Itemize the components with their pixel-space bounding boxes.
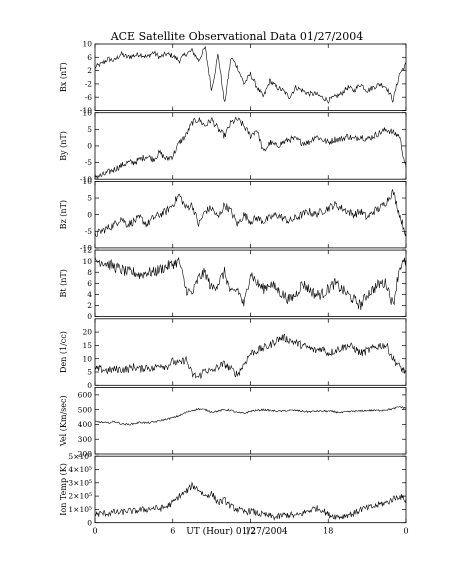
y-tick-label: 200 xyxy=(78,450,93,459)
y-tick-label: 12 xyxy=(82,246,92,255)
panel-2: -10 -5 0 5 10 By (nT) xyxy=(59,108,407,184)
y-tick-label: 5 xyxy=(87,125,92,134)
x-axis-label: UT (Hour) 01/27/2004 xyxy=(186,526,288,537)
x-tick-label: 12 xyxy=(245,527,255,536)
y-tick-label: 15 xyxy=(82,341,92,350)
y-tick-label: -6 xyxy=(85,93,93,102)
y-tick-label: -5 xyxy=(85,158,93,167)
series-line xyxy=(94,333,407,380)
y-tick-label: 10 xyxy=(82,177,92,186)
panel-frame xyxy=(94,43,407,111)
y-tick-label: 1×10⁵ xyxy=(68,505,92,514)
x-tick-label: 18 xyxy=(323,527,333,536)
y-tick-label: -2 xyxy=(85,80,93,89)
y-tick-label: 2×10⁵ xyxy=(68,492,92,501)
y-tick-label: 3×10⁵ xyxy=(68,478,92,487)
series-line xyxy=(94,45,407,104)
series-line xyxy=(94,481,407,521)
y-tick-label: 500 xyxy=(78,405,93,414)
panel-6: 200 300 400 500 600 Vel (Km/sec) xyxy=(59,387,407,459)
y-tick-label: 0 xyxy=(87,210,92,219)
chart-title: ACE Satellite Observational Data 01/27/2… xyxy=(110,30,364,43)
y-tick-label: 10 xyxy=(82,40,92,49)
panel-frame xyxy=(94,249,407,318)
y-tick-label: 0 xyxy=(87,518,92,527)
panel-frame xyxy=(94,180,407,249)
y-tick-label: 6 xyxy=(87,53,92,62)
y-axis-label: Bt (nT) xyxy=(59,269,68,297)
x-tick-label: 0 xyxy=(403,527,408,536)
y-tick-label: 8 xyxy=(87,268,92,277)
y-tick-label: 400 xyxy=(78,420,93,429)
panel-1: -10 -6 -2 2 6 10 Bx (nT) xyxy=(59,40,407,115)
y-tick-label: 0 xyxy=(87,142,92,151)
series-line xyxy=(94,116,407,180)
y-tick-label: 4×10⁵ xyxy=(68,465,92,474)
y-tick-label: 0 xyxy=(87,381,92,390)
series-line xyxy=(94,189,407,237)
y-tick-label: 600 xyxy=(78,390,93,399)
y-axis-label: Den (1/cc) xyxy=(59,331,68,373)
x-tick-label: 6 xyxy=(170,527,175,536)
y-tick-label: 2 xyxy=(87,301,92,310)
panels-group: -10 -6 -2 2 6 10 Bx (nT) -10 -5 0 5 10 By (nT) -10 -5 0… xyxy=(59,40,409,536)
y-tick-label: 4 xyxy=(87,290,92,299)
y-tick-label: 20 xyxy=(82,328,92,337)
x-tick-label: 0 xyxy=(92,527,97,536)
y-tick-label: -10 xyxy=(80,244,92,253)
series-line xyxy=(94,257,407,311)
y-tick-label: -5 xyxy=(85,227,93,236)
y-tick-label: -10 xyxy=(80,106,92,115)
series-line xyxy=(94,406,407,426)
panel-frame xyxy=(94,112,407,180)
panel-4: 0 2 4 6 8 10 12 Bt (nT) xyxy=(59,246,407,321)
y-tick-label: 10 xyxy=(82,108,92,117)
y-tick-label: 10 xyxy=(82,257,92,266)
y-tick-label: 0 xyxy=(87,312,92,321)
y-axis-label: Ion Temp (K) xyxy=(59,463,68,516)
panel-3: -10 -5 0 5 10 Bz (nT) xyxy=(59,177,407,253)
y-axis-label: Vel (Km/sec) xyxy=(59,395,68,447)
y-tick-label: 300 xyxy=(78,435,93,444)
y-tick-label: 10 xyxy=(82,354,92,363)
y-tick-label: -10 xyxy=(80,175,92,184)
y-tick-label: 2 xyxy=(87,66,92,75)
y-axis-label: Bz (nT) xyxy=(59,200,68,229)
y-tick-label: 5×10⁵ xyxy=(68,452,92,461)
panel-frame xyxy=(94,318,407,386)
panel-frame xyxy=(94,387,407,455)
panel-5: 0 5 10 15 20 Den (1/cc) xyxy=(59,318,407,390)
y-axis-label: Bx (nT) xyxy=(59,62,68,92)
y-axis-label: By (nT) xyxy=(59,131,68,161)
y-tick-label: 5 xyxy=(87,194,92,203)
y-tick-label: 6 xyxy=(87,279,92,288)
y-tick-label: 5 xyxy=(87,368,92,377)
